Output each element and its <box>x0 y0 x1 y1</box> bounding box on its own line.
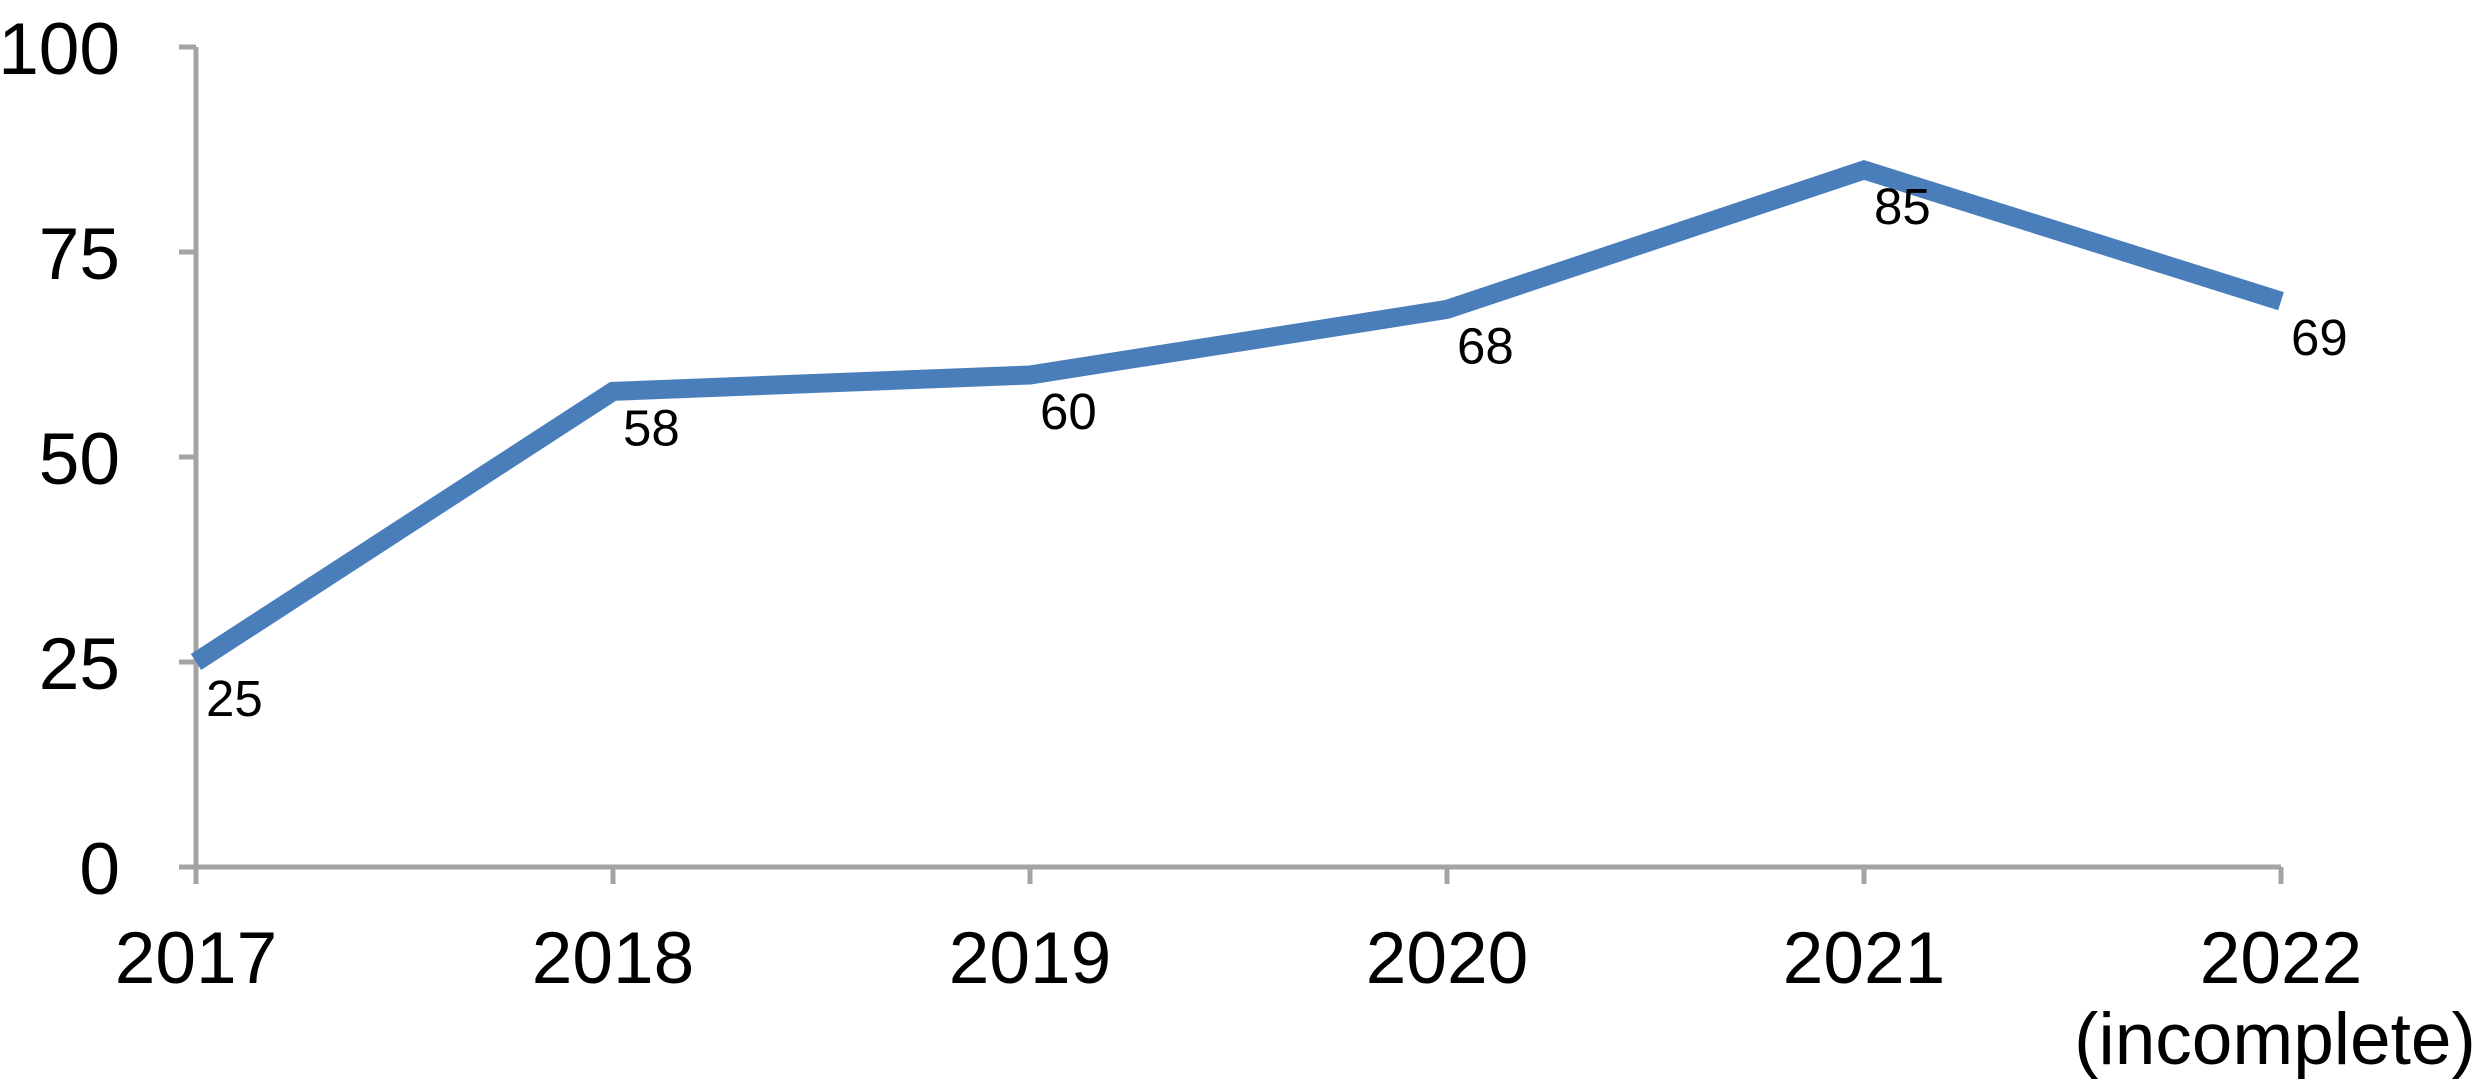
y-tick-label: 50 <box>39 419 120 500</box>
y-tick-label: 25 <box>39 624 120 705</box>
x-tick-sublabel: (incomplete) <box>2074 999 2474 1080</box>
y-tick-label: 75 <box>39 214 120 295</box>
data-label: 69 <box>2291 309 2348 366</box>
data-label: 60 <box>1040 383 1097 440</box>
x-tick-label: 2020 <box>1366 918 1528 999</box>
x-tick-label: 2018 <box>532 918 694 999</box>
data-label: 85 <box>1874 178 1931 235</box>
x-tick-label: 2017 <box>115 918 277 999</box>
data-label: 58 <box>623 399 680 456</box>
trend-line <box>190 160 2284 670</box>
x-tick-label: 2022 <box>2200 918 2362 999</box>
y-tick-label: 100 <box>0 9 120 90</box>
data-label: 25 <box>206 670 263 727</box>
data-label: 68 <box>1457 317 1514 374</box>
x-tick-label: 2019 <box>949 918 1111 999</box>
x-tick-label: 2021 <box>1783 918 1945 999</box>
y-tick-label: 0 <box>79 829 120 910</box>
